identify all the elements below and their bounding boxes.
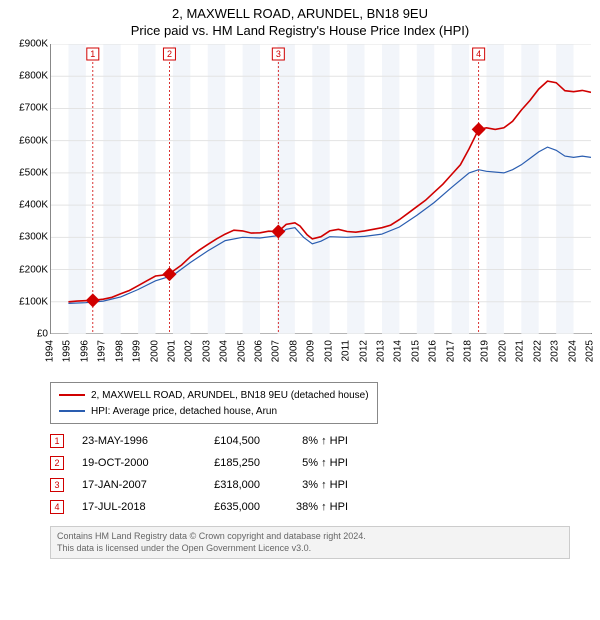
y-tick-label: £900K bbox=[19, 39, 48, 50]
titles: 2, MAXWELL ROAD, ARUNDEL, BN18 9EU Price… bbox=[8, 6, 592, 38]
x-tick-label: 2021 bbox=[515, 340, 526, 362]
plot: 1 2 3 4 bbox=[50, 44, 592, 334]
x-tick-label: 2010 bbox=[323, 340, 334, 362]
x-tick-label: 1994 bbox=[45, 340, 56, 362]
transaction-price: £185,250 bbox=[190, 457, 260, 469]
transaction-row: 2 19-OCT-2000 £185,250 5% ↑ HPI bbox=[50, 452, 592, 474]
x-tick-label: 2013 bbox=[375, 340, 386, 362]
transaction-marker: 2 bbox=[50, 456, 64, 470]
x-tick-label: 2016 bbox=[428, 340, 439, 362]
y-tick-label: £100K bbox=[19, 296, 48, 307]
legend-item: HPI: Average price, detached house, Arun bbox=[59, 403, 369, 419]
y-tick-label: £300K bbox=[19, 232, 48, 243]
transaction-row: 4 17-JUL-2018 £635,000 38% ↑ HPI bbox=[50, 496, 592, 518]
transaction-date: 23-MAY-1996 bbox=[82, 435, 172, 447]
transaction-price: £104,500 bbox=[190, 435, 260, 447]
x-tick-label: 2024 bbox=[567, 340, 578, 362]
y-tick-label: £400K bbox=[19, 200, 48, 211]
x-tick-label: 1997 bbox=[97, 340, 108, 362]
transaction-delta: 5% ↑ HPI bbox=[278, 457, 348, 469]
x-tick-label: 1998 bbox=[114, 340, 125, 362]
legend-item: 2, MAXWELL ROAD, ARUNDEL, BN18 9EU (deta… bbox=[59, 387, 369, 403]
x-tick-label: 2014 bbox=[393, 340, 404, 362]
chart-container: 2, MAXWELL ROAD, ARUNDEL, BN18 9EU Price… bbox=[0, 0, 600, 567]
marker-label: 3 bbox=[276, 49, 281, 59]
legend-label: 2, MAXWELL ROAD, ARUNDEL, BN18 9EU (deta… bbox=[91, 390, 369, 401]
footer-line2: This data is licensed under the Open Gov… bbox=[57, 543, 563, 555]
marker-diamond bbox=[472, 122, 486, 136]
transaction-row: 1 23-MAY-1996 £104,500 8% ↑ HPI bbox=[50, 430, 592, 452]
legend-swatch bbox=[59, 410, 85, 412]
chart-area: £0 £100K £200K £300K £400K £500K £600K £700K £80… bbox=[8, 44, 592, 374]
transaction-delta: 38% ↑ HPI bbox=[278, 501, 348, 513]
y-tick-label: £800K bbox=[19, 71, 48, 82]
legend-swatch bbox=[59, 394, 85, 396]
marker-label: 4 bbox=[476, 49, 481, 59]
y-tick-label: £500K bbox=[19, 167, 48, 178]
x-tick-label: 2020 bbox=[497, 340, 508, 362]
x-tick-label: 2023 bbox=[550, 340, 561, 362]
x-tick-label: 2006 bbox=[254, 340, 265, 362]
transaction-marker: 4 bbox=[50, 500, 64, 514]
x-tick-label: 2022 bbox=[532, 340, 543, 362]
y-tick-label: £0 bbox=[37, 329, 48, 340]
footer: Contains HM Land Registry data © Crown c… bbox=[50, 526, 570, 559]
x-tick-label: 2025 bbox=[585, 340, 596, 362]
x-axis: 1994199519961997199819992000200120022003… bbox=[50, 336, 592, 376]
x-tick-label: 2009 bbox=[306, 340, 317, 362]
x-tick-label: 1999 bbox=[132, 340, 143, 362]
x-tick-label: 2015 bbox=[410, 340, 421, 362]
x-tick-label: 2019 bbox=[480, 340, 491, 362]
y-tick-label: £600K bbox=[19, 135, 48, 146]
x-tick-label: 2007 bbox=[271, 340, 282, 362]
transaction-date: 19-OCT-2000 bbox=[82, 457, 172, 469]
transactions-table: 1 23-MAY-1996 £104,500 8% ↑ HPI 2 19-OCT-2000… bbox=[50, 430, 592, 518]
transaction-date: 17-JUL-2018 bbox=[82, 501, 172, 513]
x-tick-label: 1996 bbox=[79, 340, 90, 362]
marker-diamond bbox=[86, 293, 100, 307]
transaction-row: 3 17-JAN-2007 £318,000 3% ↑ HPI bbox=[50, 474, 592, 496]
transaction-price: £635,000 bbox=[190, 501, 260, 513]
transaction-delta: 8% ↑ HPI bbox=[278, 435, 348, 447]
transaction-price: £318,000 bbox=[190, 479, 260, 491]
x-tick-label: 2003 bbox=[201, 340, 212, 362]
plot-svg: 1 2 3 4 bbox=[51, 44, 591, 334]
y-tick-label: £700K bbox=[19, 103, 48, 114]
title-main: 2, MAXWELL ROAD, ARUNDEL, BN18 9EU bbox=[8, 6, 592, 21]
marker-label: 2 bbox=[167, 49, 172, 59]
legend-label: HPI: Average price, detached house, Arun bbox=[91, 406, 277, 417]
x-tick-label: 2012 bbox=[358, 340, 369, 362]
x-tick-label: 2005 bbox=[236, 340, 247, 362]
footer-line1: Contains HM Land Registry data © Crown c… bbox=[57, 531, 563, 543]
x-tick-label: 2004 bbox=[219, 340, 230, 362]
y-tick-label: £200K bbox=[19, 264, 48, 275]
y-axis: £0£100K£200K£300K£400K£500K£600K£700K£80… bbox=[8, 44, 50, 334]
transaction-date: 17-JAN-2007 bbox=[82, 479, 172, 491]
x-tick-label: 2017 bbox=[445, 340, 456, 362]
x-tick-label: 1995 bbox=[62, 340, 73, 362]
x-tick-label: 2011 bbox=[341, 340, 352, 362]
x-tick-label: 2002 bbox=[184, 340, 195, 362]
transaction-delta: 3% ↑ HPI bbox=[278, 479, 348, 491]
x-tick-label: 2001 bbox=[166, 340, 177, 362]
marker-label: 1 bbox=[90, 49, 95, 59]
x-tick-label: 2000 bbox=[149, 340, 160, 362]
transaction-marker: 3 bbox=[50, 478, 64, 492]
legend: 2, MAXWELL ROAD, ARUNDEL, BN18 9EU (deta… bbox=[50, 382, 378, 424]
transaction-marker: 1 bbox=[50, 434, 64, 448]
x-tick-label: 2008 bbox=[288, 340, 299, 362]
title-sub: Price paid vs. HM Land Registry's House … bbox=[8, 23, 592, 38]
x-tick-label: 2018 bbox=[463, 340, 474, 362]
